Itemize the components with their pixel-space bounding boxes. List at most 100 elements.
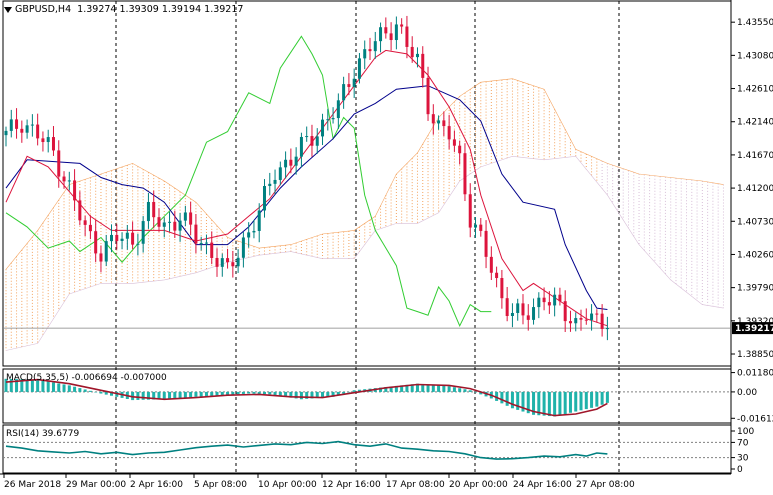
macd-bar xyxy=(183,391,187,398)
candle-body xyxy=(73,180,77,201)
macd-bar xyxy=(168,391,172,399)
candle-body xyxy=(547,302,551,306)
ohlc-close: 1.39217 xyxy=(204,4,244,15)
macd-bar xyxy=(500,391,504,404)
candle-body xyxy=(236,257,240,267)
candle-body xyxy=(62,176,66,182)
candle-body xyxy=(146,201,150,222)
collapse-triangle-icon[interactable] xyxy=(4,6,12,13)
macd-bar xyxy=(226,391,230,396)
macd-bar xyxy=(400,385,404,392)
candle-body xyxy=(452,139,456,146)
candle-body xyxy=(458,145,462,154)
macd-bar xyxy=(189,391,193,398)
candle-body xyxy=(521,303,525,316)
candle-body xyxy=(368,49,372,52)
macd-bar xyxy=(452,387,456,392)
macd-bar xyxy=(342,391,346,394)
candle-body xyxy=(590,313,594,320)
candle-body xyxy=(15,119,19,129)
candle-body xyxy=(326,119,330,121)
macd-bar xyxy=(152,391,156,400)
macd-bar xyxy=(421,384,425,392)
candle-body xyxy=(553,294,557,306)
symbol-label: GBPUSD,H4 xyxy=(15,4,72,15)
candle-body xyxy=(273,179,277,184)
ohlc-high: 1.39309 xyxy=(119,4,159,15)
time-tick-label: 12 Apr 16:00 xyxy=(322,480,381,490)
candle-body xyxy=(30,124,34,126)
macd-bar xyxy=(605,391,609,403)
macd-bar xyxy=(579,391,583,411)
main-panel-frame xyxy=(2,0,732,367)
price-tick-label: 1.42610 xyxy=(737,85,773,95)
macd-bar xyxy=(20,379,24,392)
candle-body xyxy=(141,221,145,244)
macd-bar xyxy=(30,379,34,392)
macd-bar xyxy=(584,391,588,410)
macd-bar xyxy=(236,391,240,395)
candle-body xyxy=(526,315,530,320)
candle-body xyxy=(474,224,478,228)
candle-body xyxy=(88,224,92,232)
candle-body xyxy=(489,256,493,273)
macd-tick-label: -0.016126 xyxy=(737,414,773,424)
macd-bar xyxy=(220,391,224,396)
macd-bar xyxy=(336,391,340,396)
macd-bar xyxy=(215,391,219,396)
price-tick-label: 1.43550 xyxy=(737,18,773,28)
candle-body xyxy=(215,257,219,267)
rsi-tick-label: 70 xyxy=(737,438,749,448)
candle-body xyxy=(162,222,166,227)
candle-body xyxy=(468,194,472,228)
candle-body xyxy=(421,53,425,78)
chikou-span-line xyxy=(5,35,492,327)
macd-bar xyxy=(73,386,77,392)
macd-bar xyxy=(252,391,256,394)
macd-bar xyxy=(495,391,499,401)
candle-body xyxy=(289,159,293,166)
candle-body xyxy=(479,224,483,231)
macd-bar xyxy=(305,391,309,399)
candle-body xyxy=(363,49,367,59)
macd-bar xyxy=(83,389,87,392)
macd-bar xyxy=(463,389,467,392)
price-tick-label: 1.42140 xyxy=(737,118,773,128)
price-tick-label: 1.38850 xyxy=(737,350,773,360)
macd-bar xyxy=(447,386,451,392)
time-tick-label: 29 Mar 00:00 xyxy=(66,480,126,490)
candle-body xyxy=(173,221,177,231)
candle-body xyxy=(247,232,251,238)
macd-bar xyxy=(99,391,103,394)
macd-bar xyxy=(46,381,50,392)
candle-body xyxy=(605,328,609,330)
candle-body xyxy=(183,212,187,221)
candle-body xyxy=(336,100,340,119)
candle-body xyxy=(125,232,129,239)
macd-bar xyxy=(67,385,71,392)
macd-bar xyxy=(458,388,462,392)
candle-body xyxy=(310,136,314,146)
candle-body xyxy=(9,119,13,131)
candle-body xyxy=(352,78,356,87)
candle-body xyxy=(36,124,40,139)
candle-body xyxy=(294,156,298,166)
time-tick-label: 20 Apr 00:00 xyxy=(449,480,508,490)
macd-bar xyxy=(431,384,435,392)
candle-body xyxy=(83,220,87,225)
macd-bar xyxy=(104,391,108,395)
macd-bar xyxy=(278,391,282,396)
candle-body xyxy=(357,58,361,79)
candle-body xyxy=(262,186,266,211)
macd-bar xyxy=(41,380,45,392)
time-tick-label: 5 Apr 08:00 xyxy=(194,480,247,490)
time-tick-label: 10 Apr 00:00 xyxy=(258,480,317,490)
candle-body xyxy=(400,24,404,27)
macd-bar xyxy=(537,391,541,416)
macd-bar xyxy=(294,391,298,399)
kijun-sen-line xyxy=(5,85,608,310)
candle-body xyxy=(542,297,546,303)
macd-bar xyxy=(173,391,177,399)
macd-bar xyxy=(62,384,66,392)
